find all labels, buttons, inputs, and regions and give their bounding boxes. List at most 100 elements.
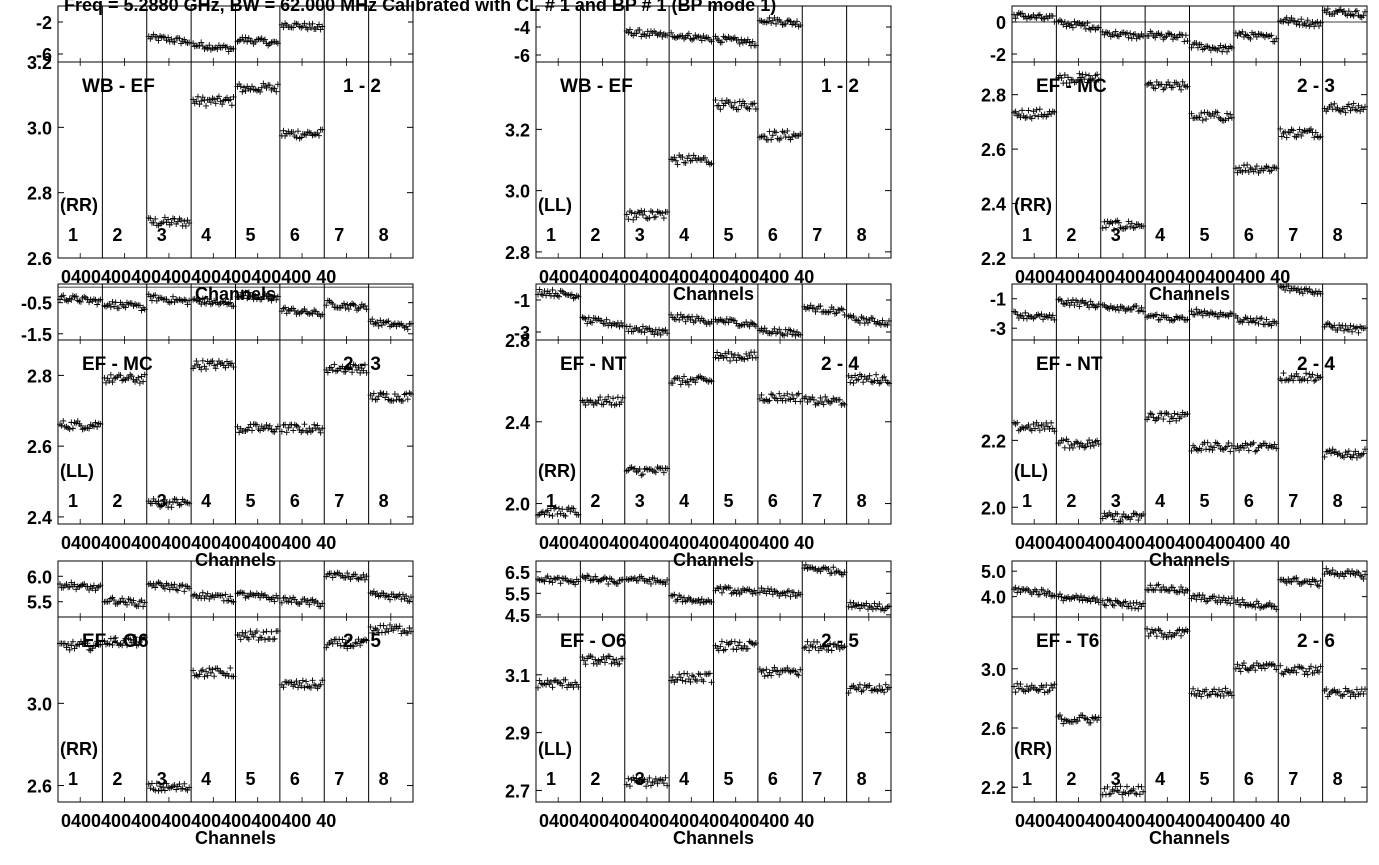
phase-point: [102, 303, 109, 310]
phase-point: [95, 297, 102, 304]
phase-point: [1194, 44, 1201, 51]
phase-point: [1323, 565, 1330, 572]
phase-point: [181, 36, 188, 43]
amp-point: [1214, 109, 1221, 116]
phase-point: [676, 316, 683, 323]
amp-point: [174, 218, 181, 225]
amp-point: [273, 88, 280, 95]
amp-point: [1253, 163, 1260, 170]
phase-point: [810, 304, 817, 311]
phase-point: [852, 317, 859, 324]
amp-point: [280, 127, 287, 134]
amp-point: [181, 218, 188, 225]
phase-point: [779, 21, 786, 28]
amp-point: [367, 623, 374, 630]
amp-point: [1250, 662, 1257, 669]
amp-point: [1188, 110, 1195, 117]
amp-point: [1307, 374, 1314, 381]
phase-point: [95, 583, 102, 590]
amp-point: [1133, 511, 1140, 518]
phase-point: [1161, 587, 1168, 594]
amp-point: [1207, 443, 1214, 450]
amp-point: [1362, 686, 1368, 693]
phase-point: [385, 318, 392, 325]
amp-point: [720, 354, 727, 361]
phase-point: [111, 303, 118, 310]
amp-point: [344, 645, 351, 652]
phase-point: [1349, 11, 1356, 18]
amp-point: [225, 97, 232, 104]
if-label: 7: [334, 491, 344, 511]
amp-point: [1178, 413, 1185, 420]
amp-tick-label: 3.0: [505, 182, 530, 202]
amp-point: [249, 83, 256, 90]
amp-point: [874, 377, 881, 384]
amp-point: [1065, 718, 1072, 725]
amp-point: [1199, 117, 1206, 124]
if-label: 4: [679, 769, 689, 789]
phase-point: [664, 32, 671, 39]
phase-point: [190, 40, 197, 47]
amp-tick-label: 2.8: [27, 184, 52, 204]
amp-point: [850, 380, 857, 387]
phase-point: [63, 581, 70, 588]
amp-point: [639, 211, 646, 218]
phase-point: [161, 585, 168, 592]
amp-point: [1015, 111, 1022, 118]
amp-point: [881, 373, 888, 380]
amp-point: [342, 368, 349, 375]
amp-point: [408, 628, 414, 635]
amp-point: [1087, 719, 1094, 726]
amp-point: [119, 377, 126, 384]
x-tick-labels: 0400400400400400400400400 40: [61, 811, 336, 831]
amp-point: [1069, 444, 1076, 451]
amp-point: [1317, 133, 1324, 140]
phase-point: [672, 598, 679, 605]
amp-point: [781, 392, 788, 399]
amp-point: [178, 501, 185, 508]
amp-point: [1109, 513, 1116, 520]
phase-point: [1165, 30, 1172, 37]
amp-point: [768, 136, 775, 143]
amp-point: [1107, 790, 1114, 797]
amp-point: [181, 780, 188, 787]
amp-point: [1323, 686, 1330, 693]
phase-point: [1312, 288, 1319, 295]
phase-tick-label: -3: [990, 319, 1006, 339]
phase-point: [1295, 18, 1302, 25]
phase-point: [266, 293, 273, 300]
if-label: 6: [768, 225, 778, 245]
phase-point: [1090, 594, 1097, 601]
phase-point: [1038, 311, 1045, 318]
amp-point: [222, 364, 229, 371]
amp-point: [1040, 422, 1047, 429]
phase-point: [122, 304, 129, 311]
amp-point: [795, 672, 802, 679]
amp-point: [1236, 164, 1243, 171]
amp-point: [206, 665, 213, 672]
amp-point: [1353, 454, 1360, 461]
amp-point: [1101, 785, 1108, 792]
amp-point: [1283, 376, 1290, 383]
amp-point: [404, 630, 411, 637]
phase-point: [841, 311, 848, 318]
amp-point: [1155, 626, 1162, 633]
amp-point: [728, 350, 735, 357]
phase-point: [827, 308, 834, 315]
amp-point: [1244, 161, 1251, 168]
phase-point: [165, 34, 172, 41]
phase-point: [309, 20, 316, 27]
amp-point: [1211, 113, 1218, 120]
x-axis-label: Channels: [673, 550, 754, 570]
phase-point: [1095, 301, 1102, 308]
phase-point: [94, 301, 101, 308]
phase-point: [863, 600, 870, 607]
amp-point: [1147, 410, 1154, 417]
amp-point: [303, 427, 310, 434]
amp-point: [746, 105, 753, 112]
phase-point: [697, 599, 704, 606]
amp-point: [886, 380, 892, 387]
amp-point: [797, 666, 804, 673]
phase-point: [677, 311, 684, 318]
if-label: 4: [679, 225, 689, 245]
